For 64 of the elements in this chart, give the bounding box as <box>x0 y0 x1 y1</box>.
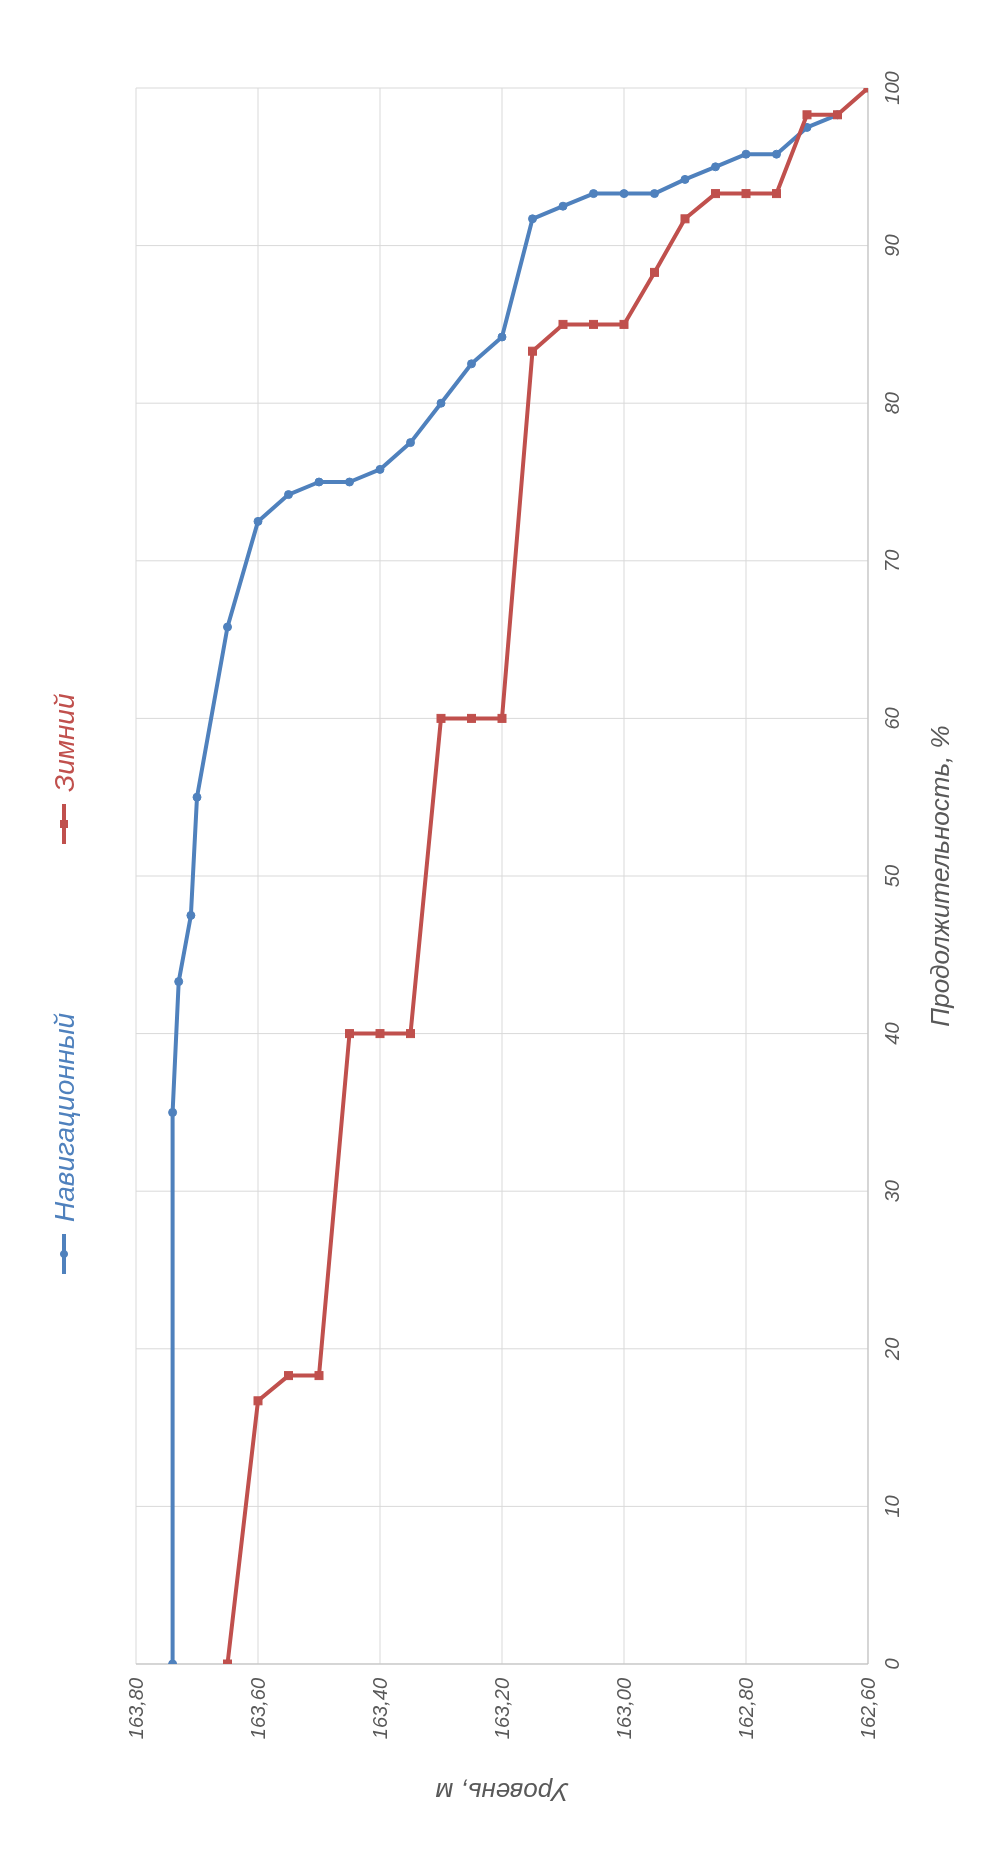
point <box>558 319 568 329</box>
y-tick-label: 70 <box>881 549 903 572</box>
point <box>375 1029 385 1039</box>
point <box>467 713 476 723</box>
y-tick-label: 90 <box>881 234 903 257</box>
point <box>345 1029 354 1039</box>
point <box>314 477 324 487</box>
y-axis-title: Продолжительность, % <box>925 725 955 1027</box>
point <box>192 792 202 802</box>
point <box>223 622 232 632</box>
point <box>528 214 537 224</box>
point <box>741 149 751 159</box>
point <box>802 110 812 120</box>
point <box>589 319 598 329</box>
point <box>741 189 751 199</box>
x-tick-label: 163,20 <box>491 1678 513 1740</box>
point <box>284 1371 293 1381</box>
point <box>680 174 690 184</box>
x-tick-label: 163,80 <box>125 1678 147 1740</box>
point <box>650 189 659 199</box>
point <box>528 346 537 356</box>
point <box>558 201 568 211</box>
text: Зимний <box>48 693 80 792</box>
point <box>711 162 720 172</box>
x-tick-label: 163,40 <box>369 1678 391 1740</box>
point <box>406 438 415 448</box>
point <box>650 267 659 277</box>
point <box>589 189 598 199</box>
point <box>253 1396 263 1406</box>
point <box>345 477 354 487</box>
x-axis-title: Уровень, м <box>435 1777 570 1807</box>
x-tick-label: 162,60 <box>857 1678 879 1740</box>
point <box>772 149 781 159</box>
point <box>186 910 196 920</box>
point <box>711 189 720 199</box>
point <box>467 359 476 369</box>
point <box>406 1029 415 1039</box>
y-tick-label: 30 <box>881 1180 903 1203</box>
point <box>680 214 690 224</box>
x-tick-label: 162,80 <box>735 1678 757 1740</box>
point <box>772 189 781 199</box>
y-tick-label: 80 <box>881 392 903 415</box>
point <box>174 977 184 987</box>
point <box>619 319 629 329</box>
point <box>436 713 446 723</box>
y-tick-label: 100 <box>881 71 903 105</box>
x-tick-label: 163,60 <box>247 1678 269 1740</box>
point <box>497 332 507 342</box>
y-tick-label: 50 <box>881 864 903 888</box>
y-tick-label: 40 <box>881 1022 903 1045</box>
point <box>619 189 629 199</box>
y-tick-label: 20 <box>881 1337 903 1361</box>
point <box>497 713 507 723</box>
point <box>284 490 293 500</box>
point <box>375 464 385 474</box>
y-tick-label: 0 <box>881 1658 903 1670</box>
point <box>436 398 446 408</box>
point <box>253 516 263 526</box>
point <box>168 1107 178 1117</box>
y-tick-label: 60 <box>881 707 903 730</box>
point <box>314 1371 324 1381</box>
text: Навигационный <box>48 1012 80 1222</box>
y-tick-label: 10 <box>881 1495 903 1518</box>
x-tick-label: 163,00 <box>613 1678 635 1740</box>
